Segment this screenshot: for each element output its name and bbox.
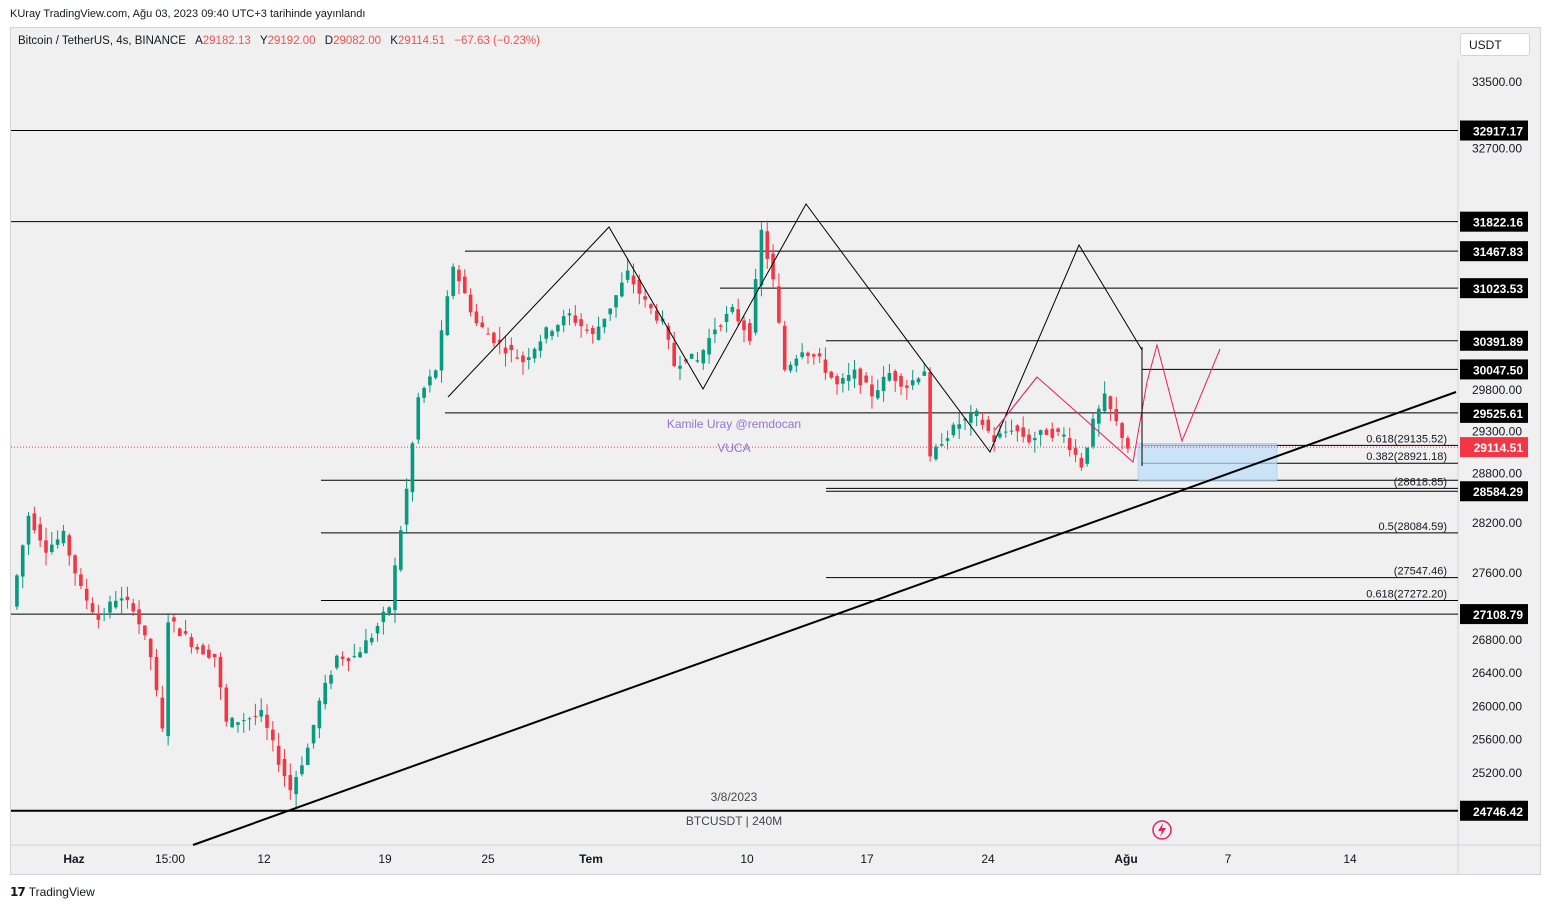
low-value: 29082.00 bbox=[333, 35, 382, 47]
change-value: −67.63 (−0.23%) bbox=[454, 35, 540, 47]
close-value: 29114.51 bbox=[397, 35, 446, 47]
brand-label: TradingView bbox=[28, 885, 95, 899]
high-value: 29192.00 bbox=[267, 35, 316, 47]
tradingview-brand[interactable]: 𝟭𝟳 TradingView bbox=[10, 885, 95, 899]
tradingview-logo-icon: 𝟭𝟳 bbox=[10, 885, 26, 899]
close-label: K bbox=[390, 35, 398, 47]
chart-area[interactable] bbox=[10, 27, 1541, 875]
low-label: D bbox=[324, 35, 334, 47]
high-label: Y bbox=[259, 35, 268, 47]
symbol-title[interactable]: Bitcoin / TetherUS, 4s, BINANCE bbox=[18, 35, 186, 47]
open-label: A bbox=[195, 35, 203, 47]
publisher-line: KUray TradingView.com, Ağu 03, 2023 09:4… bbox=[10, 8, 366, 20]
currency-selector[interactable]: USDT bbox=[1460, 33, 1530, 56]
open-value: 29182.13 bbox=[202, 35, 251, 47]
chart-legend: Bitcoin / TetherUS, 4s, BINANCE A29182.1… bbox=[18, 35, 540, 47]
